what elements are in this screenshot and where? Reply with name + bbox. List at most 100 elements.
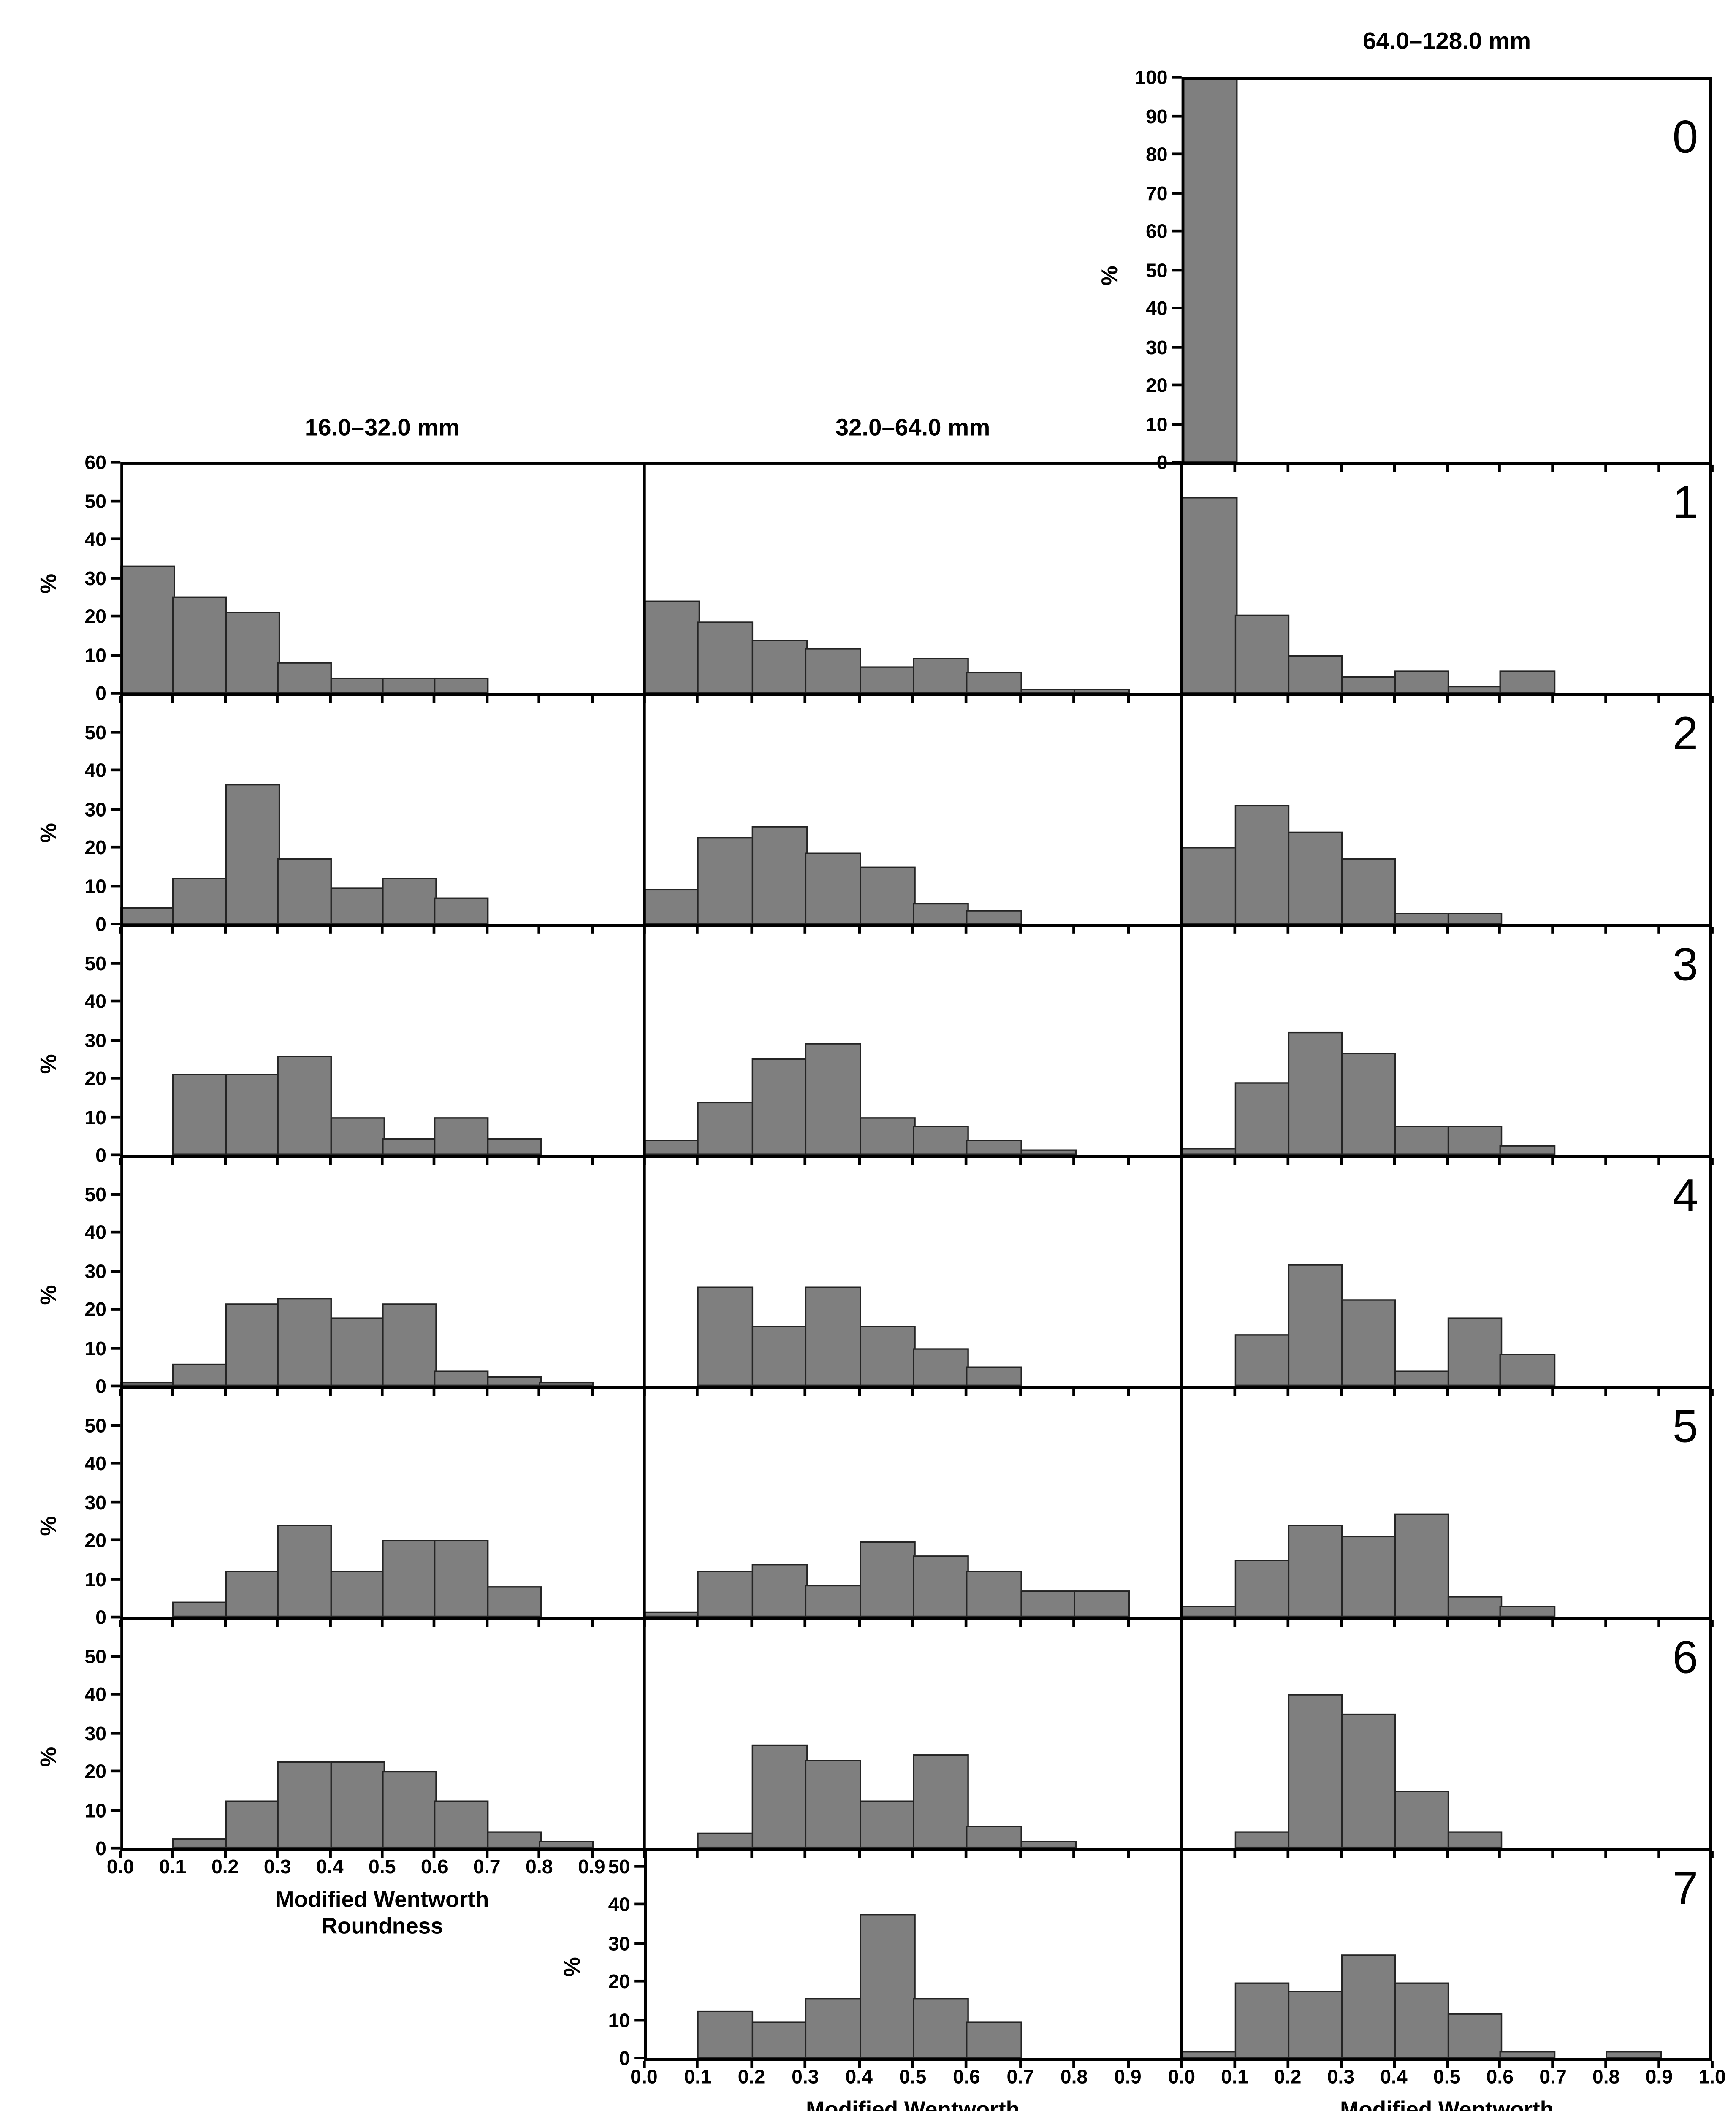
x-axis-tick-label: 0.5	[1433, 2065, 1461, 2088]
x-axis-tick	[328, 1158, 331, 1165]
x-axis-tick	[1445, 1620, 1448, 1627]
histogram-bar	[173, 1363, 228, 1386]
histogram-bar	[859, 1542, 915, 1617]
x-axis-tick	[328, 1851, 331, 1858]
x-axis-tick	[1604, 1389, 1608, 1396]
x-axis-tick-label: 0.5	[899, 2065, 927, 2088]
x-axis-tick	[1126, 1851, 1129, 1858]
y-axis-tick-label: 50	[84, 489, 107, 512]
histogram-bar	[1606, 2050, 1662, 2058]
x-axis-tick-label: 0.7	[473, 1855, 501, 1878]
histogram-bar	[225, 1303, 280, 1386]
histogram-bar	[120, 906, 175, 924]
x-axis-tick	[276, 927, 279, 934]
y-axis-title-percent: %	[38, 573, 62, 593]
histogram-bar	[1500, 2050, 1555, 2058]
x-axis-tick	[1072, 696, 1076, 703]
x-axis-tick-label: 0.9	[578, 1855, 605, 1878]
x-axis-tick-label: 0.6	[1486, 2065, 1514, 2088]
x-axis-tick	[1126, 1389, 1129, 1396]
histogram-bar	[434, 677, 489, 693]
histogram-bar	[1447, 912, 1503, 924]
x-axis-tick-label: 0.1	[159, 1855, 187, 1878]
histogram-bar	[805, 1286, 862, 1386]
histogram-bar	[1447, 1831, 1503, 1848]
histogram-bar	[487, 1586, 542, 1617]
column-title-c3: 64.0–128.0 mm	[1363, 28, 1531, 55]
y-axis-tick	[110, 576, 121, 579]
x-axis-tick	[750, 927, 753, 934]
x-axis-tick	[1552, 1158, 1554, 1165]
histogram-bar	[1500, 1353, 1555, 1386]
y-axis-tick	[110, 1500, 121, 1503]
x-axis-tick	[590, 1620, 593, 1627]
x-axis-tick	[1126, 927, 1129, 934]
x-axis-tick	[804, 1158, 807, 1165]
row-label-0: 0	[1672, 110, 1698, 163]
x-axis-tick	[1233, 2061, 1236, 2068]
x-axis-tick	[1552, 1851, 1554, 1858]
histogram-bar	[225, 612, 280, 693]
x-axis-tick-label: 0.7	[1539, 2065, 1567, 2088]
x-axis-tick	[1126, 1158, 1129, 1165]
panel-divider	[643, 924, 646, 1155]
y-axis-tick-label: 50	[84, 951, 107, 974]
x-axis-tick	[433, 927, 436, 934]
x-axis-tick	[380, 1851, 384, 1858]
y-axis-tick-label: 50	[84, 1413, 107, 1436]
x-axis-tick	[486, 696, 488, 703]
x-axis-tick	[1604, 696, 1608, 703]
x-axis-tick	[1657, 927, 1661, 934]
y-axis-tick-label: 70	[1145, 181, 1168, 204]
histogram-bar	[173, 1601, 228, 1617]
histogram-bar	[1500, 670, 1555, 693]
x-axis-tick	[804, 927, 807, 934]
y-axis-tick	[110, 1153, 121, 1157]
histogram-bar	[1394, 1370, 1449, 1386]
panel-divider	[643, 1617, 646, 1848]
x-axis-tick	[1072, 2061, 1076, 2068]
x-axis-tick	[857, 696, 861, 703]
histogram-bar	[434, 1116, 489, 1155]
x-axis-tick	[276, 1389, 279, 1396]
x-axis-tick	[1604, 927, 1608, 934]
x-axis-tick	[804, 1620, 807, 1627]
y-axis-tick	[110, 1808, 121, 1811]
x-axis-title-line1: Modified Wentworth	[806, 2098, 1020, 2111]
histogram-bar	[277, 1055, 332, 1155]
x-axis-tick	[380, 1158, 384, 1165]
histogram-bar	[330, 1761, 385, 1848]
x-axis-tick	[1392, 1620, 1395, 1627]
histogram-bar	[1340, 676, 1396, 693]
y-axis-tick	[110, 1346, 121, 1349]
x-axis-tick-label: 0.2	[738, 2065, 765, 2088]
x-axis-tick	[911, 2061, 914, 2068]
x-axis-tick	[223, 927, 227, 934]
y-axis-tick-label: 20	[84, 1529, 107, 1552]
x-axis-tick	[1233, 696, 1236, 703]
x-axis-tick	[1657, 2061, 1661, 2068]
x-axis-tick	[223, 1158, 227, 1165]
x-axis-tick	[538, 1389, 541, 1396]
x-axis-line-row-6	[120, 1847, 1712, 1851]
x-axis-tick-label: 0.4	[316, 1855, 344, 1878]
y-axis-tick-label: 20	[84, 1760, 107, 1783]
x-axis-tick	[1339, 696, 1343, 703]
histogram-bar	[1500, 1145, 1555, 1155]
y-axis-tick-label: 50	[84, 1644, 107, 1667]
y-axis-tick-label: 30	[84, 1259, 107, 1282]
x-axis-tick	[1019, 1158, 1022, 1165]
histogram-bar	[1447, 2013, 1503, 2058]
y-axis-title-percent: %	[38, 1054, 62, 1074]
y-axis-tick-label: 30	[84, 566, 107, 589]
histogram-bar	[913, 1126, 969, 1155]
y-axis-tick	[634, 2018, 644, 2021]
histogram-bar	[382, 1771, 437, 1848]
x-axis-tick	[486, 927, 488, 934]
histogram-bar	[1340, 1299, 1396, 1386]
x-axis-tick-label: 0.6	[953, 2065, 980, 2088]
x-axis-tick	[1498, 1389, 1502, 1396]
x-axis-tick	[486, 1620, 488, 1627]
histogram-bar	[966, 1140, 1023, 1155]
y-axis-tick-label: 0	[95, 913, 107, 936]
